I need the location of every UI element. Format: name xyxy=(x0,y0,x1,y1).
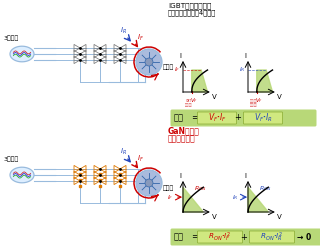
Circle shape xyxy=(136,49,162,75)
Polygon shape xyxy=(257,70,273,92)
Text: =: = xyxy=(191,114,198,122)
Text: $I_F$: $I_F$ xyxy=(167,193,173,202)
Text: +: + xyxy=(235,114,241,122)
Text: V: V xyxy=(277,94,282,100)
Text: $I_F$: $I_F$ xyxy=(137,33,144,43)
Text: IGBT＋ダイオード: IGBT＋ダイオード xyxy=(168,2,212,8)
Text: $I_F$: $I_F$ xyxy=(173,66,180,74)
FancyBboxPatch shape xyxy=(197,231,243,243)
FancyBboxPatch shape xyxy=(171,228,320,246)
Text: $R_{ON}$·$I_R^2$: $R_{ON}$·$I_R^2$ xyxy=(260,230,284,244)
Text: $I_F$: $I_F$ xyxy=(137,154,144,164)
FancyBboxPatch shape xyxy=(244,112,283,124)
Polygon shape xyxy=(192,70,207,92)
FancyBboxPatch shape xyxy=(250,231,294,243)
Circle shape xyxy=(145,179,153,187)
Polygon shape xyxy=(248,187,268,212)
FancyBboxPatch shape xyxy=(197,112,236,124)
Text: 3相交流: 3相交流 xyxy=(4,35,19,41)
Text: V: V xyxy=(277,214,282,220)
Text: =: = xyxy=(191,232,198,241)
Text: トランジスタ: トランジスタ xyxy=(168,134,196,143)
Text: $V_F$·$I_F$: $V_F$·$I_F$ xyxy=(208,112,227,124)
Text: 3相交流: 3相交流 xyxy=(4,156,19,162)
FancyBboxPatch shape xyxy=(171,110,316,126)
Polygon shape xyxy=(10,46,34,62)
Circle shape xyxy=(145,58,153,66)
Text: V: V xyxy=(212,94,217,100)
Text: I: I xyxy=(244,53,246,59)
Text: 損失: 損失 xyxy=(174,232,184,241)
Text: $R_{ON}$·$I_F^2$: $R_{ON}$·$I_F^2$ xyxy=(209,230,231,244)
Text: $R_{ON}$: $R_{ON}$ xyxy=(194,184,207,194)
Text: モータ: モータ xyxy=(163,185,174,191)
Text: $I_R$: $I_R$ xyxy=(232,193,238,202)
Text: IGBT
オフセット: IGBT オフセット xyxy=(185,99,193,108)
Polygon shape xyxy=(10,167,34,183)
Polygon shape xyxy=(183,187,203,212)
Text: $I_R$: $I_R$ xyxy=(238,66,245,74)
Circle shape xyxy=(136,170,162,196)
Text: $V_F$: $V_F$ xyxy=(190,96,198,105)
Text: I: I xyxy=(244,173,246,179)
Text: 損失: 損失 xyxy=(174,114,184,122)
Text: モータ: モータ xyxy=(163,64,174,70)
Text: $I_R$: $I_R$ xyxy=(119,26,126,36)
Text: $V_F$: $V_F$ xyxy=(255,96,263,105)
Text: +: + xyxy=(241,232,247,241)
Text: $V_F$·$I_R$: $V_F$·$I_R$ xyxy=(253,112,272,124)
Text: V: V xyxy=(212,214,217,220)
Text: I: I xyxy=(179,173,181,179)
Text: $I_R$: $I_R$ xyxy=(119,147,126,157)
Text: 双方向スイッチ（4素子）: 双方向スイッチ（4素子） xyxy=(168,9,216,16)
Text: GaN双方向: GaN双方向 xyxy=(168,126,200,135)
Text: I: I xyxy=(179,53,181,59)
Text: → 0: → 0 xyxy=(297,232,311,241)
Text: $R_{ON}$: $R_{ON}$ xyxy=(259,184,272,194)
Text: ダイオード
オフセット: ダイオード オフセット xyxy=(250,99,258,108)
